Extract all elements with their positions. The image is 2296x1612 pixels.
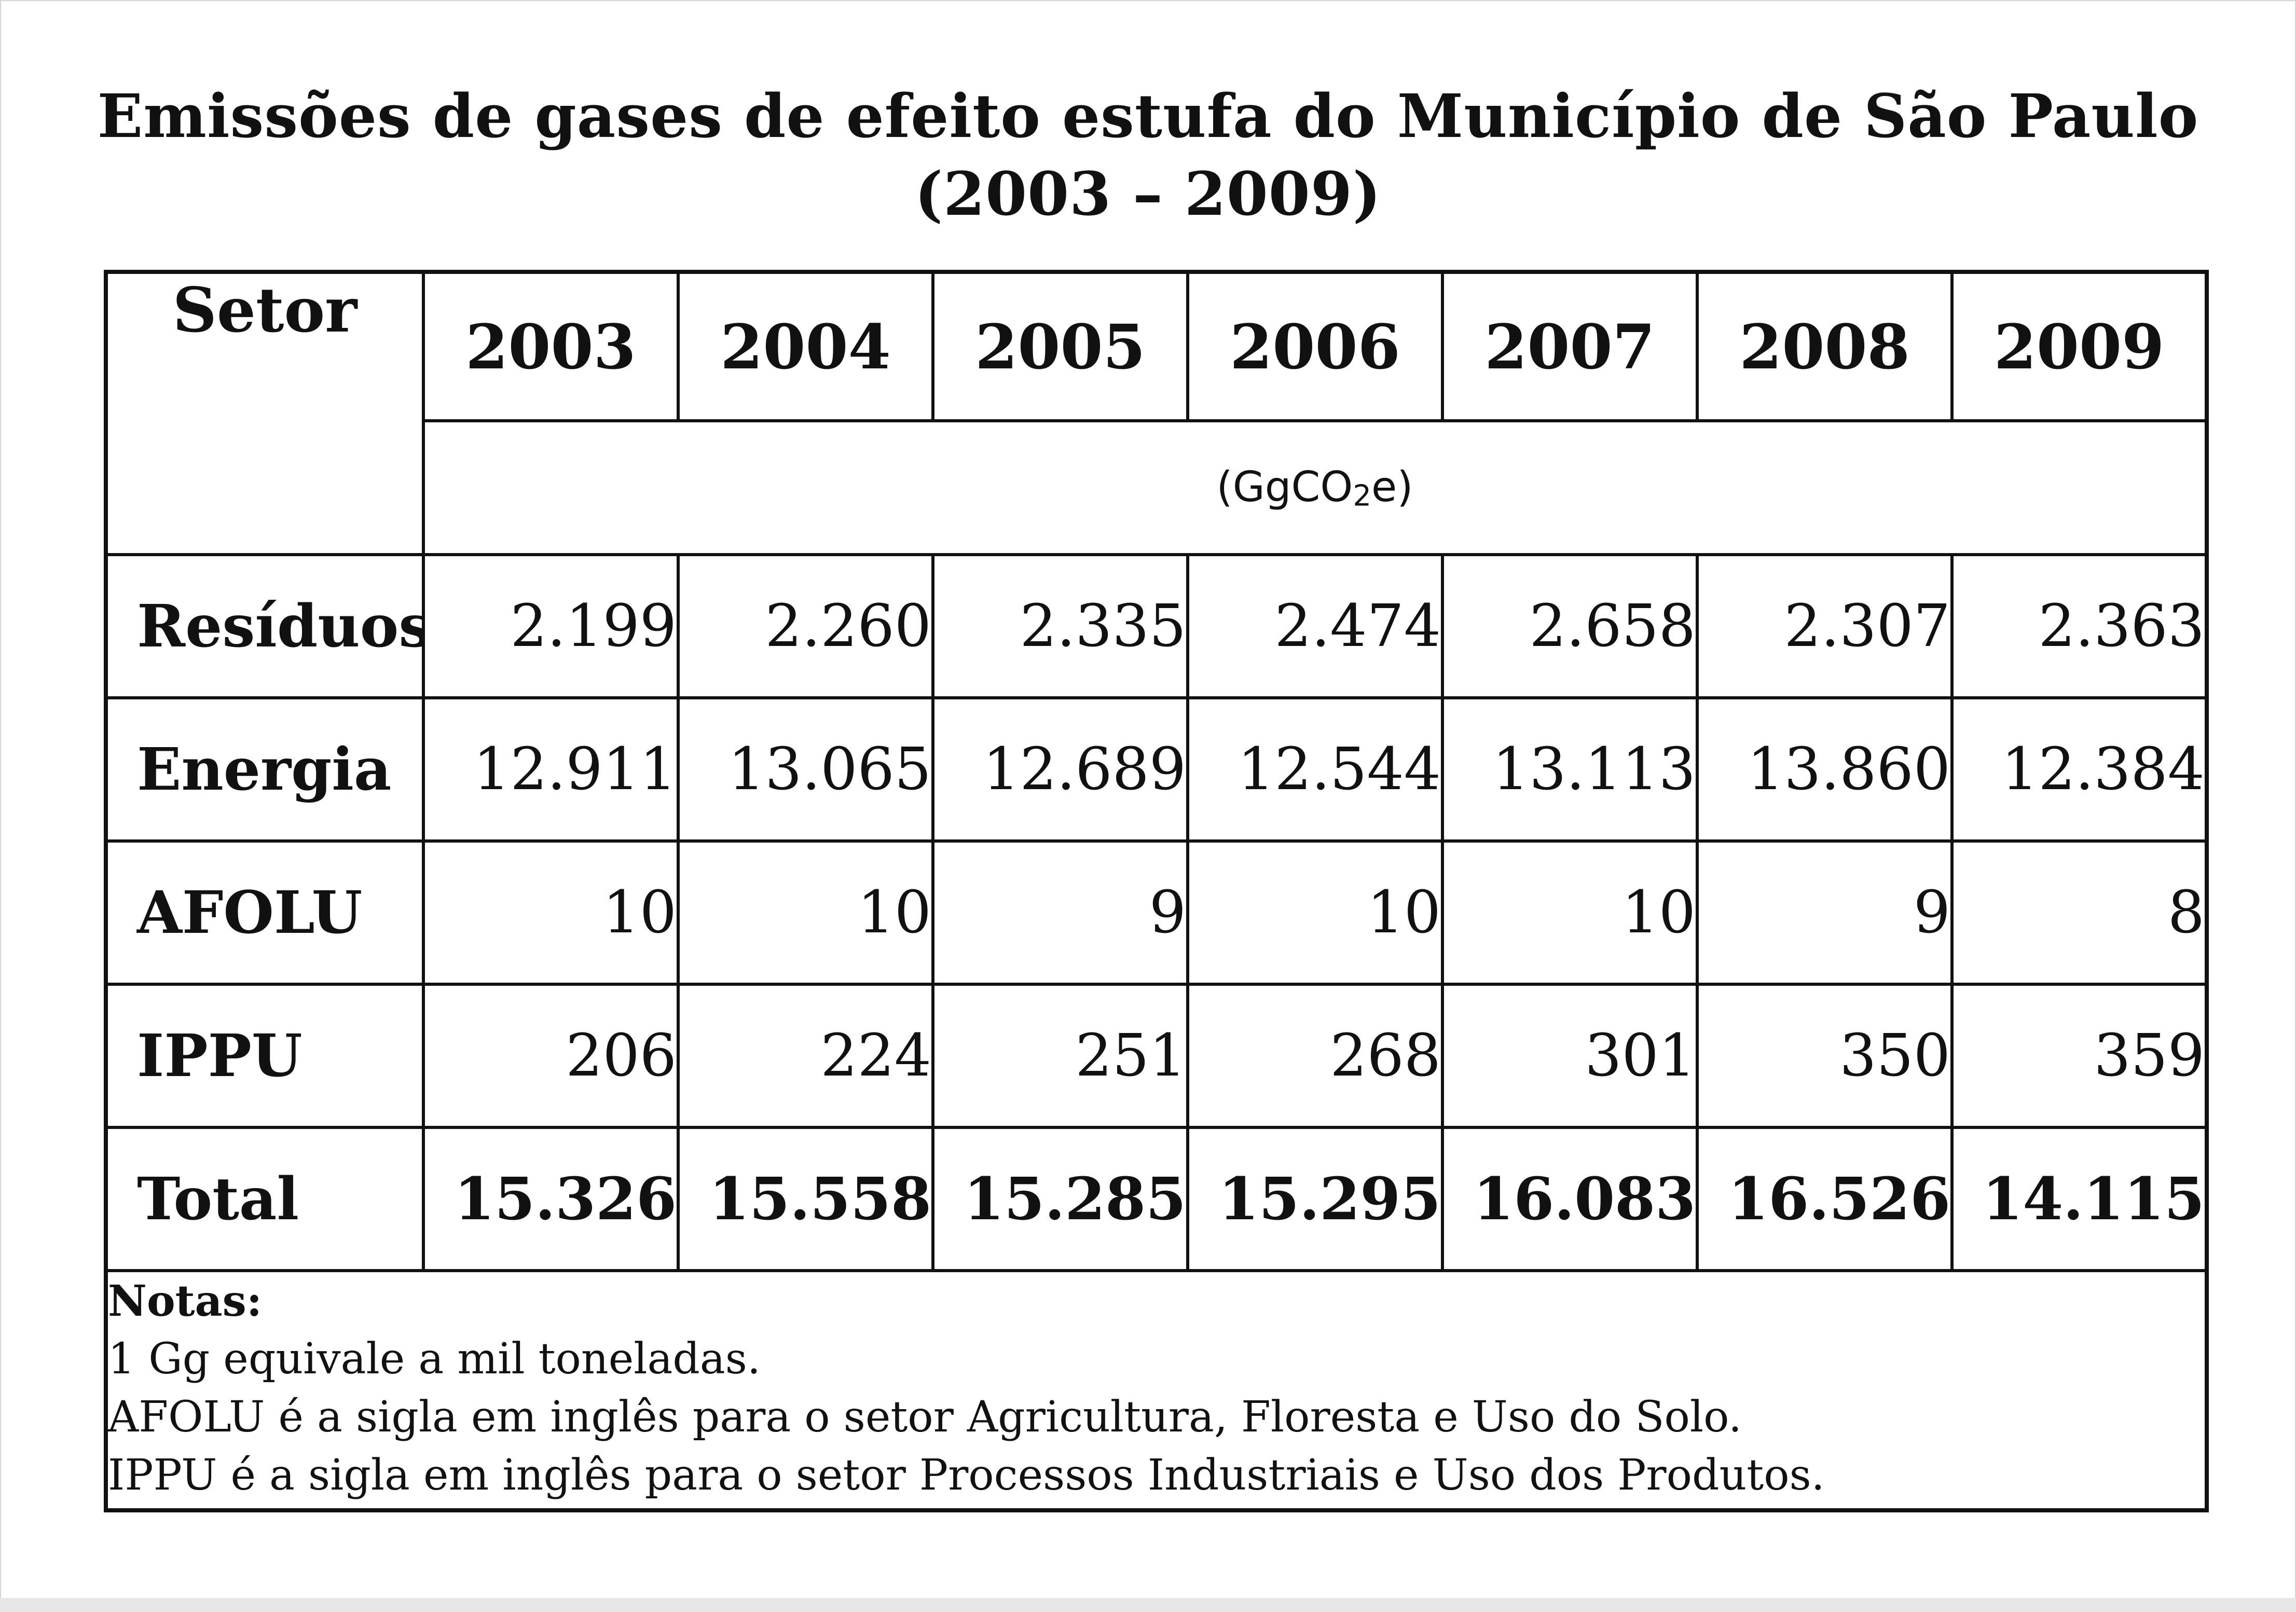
table-cell: 13.065	[677, 696, 934, 843]
table-cell: 206	[422, 983, 680, 1129]
unit-prefix: (GgCO	[1216, 462, 1353, 511]
table-cell: 10	[677, 839, 934, 986]
table-cell: 2.307	[1696, 553, 1954, 699]
year-header: 2009	[1950, 270, 2208, 422]
table-cell: 13.113	[1441, 696, 1699, 843]
sector-label: IPPU	[104, 983, 425, 1129]
sector-column-header: Setor	[104, 270, 425, 556]
table-cell: 16.526	[1696, 1126, 1954, 1272]
table-cell: 15.295	[1186, 1126, 1444, 1272]
title-line-1: Emissões de gases de efeito estufa do Mu…	[97, 81, 2199, 151]
unit-suffix: e)	[1371, 462, 1413, 511]
notes-heading: Notas:	[108, 1276, 263, 1326]
sector-label: AFOLU	[104, 839, 425, 986]
year-header: 2008	[1696, 270, 1954, 422]
table-cell: 14.115	[1950, 1126, 2208, 1272]
notes: Notas: 1 Gg equivale a mil toneladas. AF…	[104, 1269, 2208, 1512]
table-cell: 15.558	[677, 1126, 934, 1272]
table-cell: 224	[677, 983, 934, 1129]
table-cell: 2.363	[1950, 553, 2208, 699]
unit-subscript: 2	[1353, 479, 1371, 513]
table-cell: 2.335	[931, 553, 1189, 699]
table-cell: 12.689	[931, 696, 1189, 843]
table-cell: 16.083	[1441, 1126, 1699, 1272]
title-line-2: (2003 – 2009)	[914, 159, 1382, 229]
table-cell: 12.544	[1186, 696, 1444, 843]
table-cell: 10	[1186, 839, 1444, 986]
table-cell: 15.285	[931, 1126, 1189, 1272]
table-cell: 10	[422, 839, 680, 986]
sector-label: Total	[104, 1126, 425, 1272]
note-line: IPPU é a sigla em inglês para o setor Pr…	[108, 1451, 1825, 1500]
note-line: 1 Gg equivale a mil toneladas.	[108, 1334, 761, 1384]
table-row-total: Total 15.326 15.558 15.285 15.295 16.083…	[104, 1126, 2208, 1272]
table-title: Emissões de gases de efeito estufa do Mu…	[0, 78, 2296, 233]
table-cell: 2.658	[1441, 553, 1699, 699]
table-cell: 268	[1186, 983, 1444, 1129]
bottom-band	[0, 1598, 2296, 1612]
table-cell: 301	[1441, 983, 1699, 1129]
notes-row: Notas: 1 Gg equivale a mil toneladas. AF…	[104, 1269, 2208, 1512]
table-cell: 8	[1950, 839, 2208, 986]
table-cell: 13.860	[1696, 696, 1954, 843]
year-header: 2004	[677, 270, 934, 422]
table-cell: 2.474	[1186, 553, 1444, 699]
table-cell: 9	[931, 839, 1189, 986]
year-header: 2003	[422, 270, 680, 422]
header-row: Setor 2003 2004 2005 2006 2007 2008 2009	[104, 270, 2208, 556]
year-header: 2006	[1186, 270, 1444, 422]
note-line: AFOLU é a sigla em inglês para o setor A…	[108, 1393, 1742, 1442]
table-cell: 12.911	[422, 696, 680, 843]
emissions-table: Setor 2003 2004 2005 2006 2007 2008 2009…	[104, 270, 2209, 1512]
table-cell: 2.260	[677, 553, 934, 699]
table-row-ippu: IPPU 206 224 251 268 301 350 359	[104, 983, 2208, 1129]
year-header: 2005	[931, 270, 1189, 422]
table-cell: 9	[1696, 839, 1954, 986]
sector-label: Energia	[104, 696, 425, 843]
table-row-residuos: Resíduos 2.199 2.260 2.335 2.474 2.658 2…	[104, 553, 2208, 699]
table-cell: 12.384	[1950, 696, 2208, 843]
sector-label: Resíduos	[104, 553, 425, 699]
table-cell: 251	[931, 983, 1189, 1129]
table-cell: 10	[1441, 839, 1699, 986]
table-cell: 15.326	[422, 1126, 680, 1272]
table-cell: 359	[1950, 983, 2208, 1129]
table-row-afolu: AFOLU 10 10 9 10 10 9 8	[104, 839, 2208, 986]
table-cell: 2.199	[422, 553, 680, 699]
table-row-energia: Energia 12.911 13.065 12.689 12.544 13.1…	[104, 696, 2208, 843]
table-cell: 350	[1696, 983, 1954, 1129]
unit-row: (GgCO2e)	[106, 419, 2208, 556]
year-header: 2007	[1441, 270, 1699, 422]
unit-label: (GgCO2e)	[422, 419, 2208, 556]
